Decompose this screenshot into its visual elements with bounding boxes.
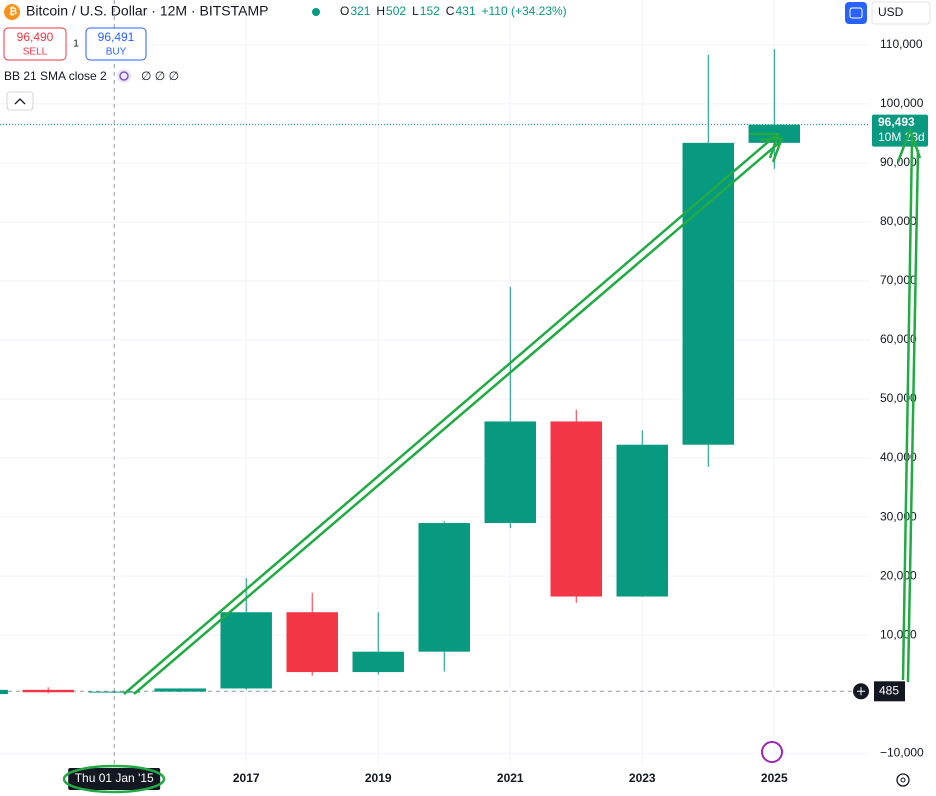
- x-tick-label: 2017: [233, 771, 260, 785]
- x-tick-label: 2023: [629, 771, 656, 785]
- y-tick-label: 100,000: [880, 96, 924, 110]
- crosshair-x-label: Thu 01 Jan '15: [75, 771, 154, 785]
- settings-icon[interactable]: [896, 773, 910, 787]
- currency-button[interactable]: [871, 1, 931, 25]
- indicator-icon[interactable]: [117, 69, 131, 83]
- currency: USD: [878, 5, 904, 19]
- candle-body: [550, 421, 603, 597]
- buy-button[interactable]: [85, 27, 147, 61]
- candle-body: [484, 421, 536, 524]
- candle-body: [286, 612, 338, 673]
- sell-button[interactable]: [3, 27, 67, 61]
- crosshair-y-box: [874, 681, 905, 702]
- ohlc-change: +110 (+34.23%): [482, 4, 567, 18]
- coin-glyph: ₿: [9, 6, 17, 18]
- coin-icon: [4, 4, 20, 20]
- arrow-head: [759, 136, 784, 163]
- candle-body: [352, 651, 404, 673]
- sell-label: SELL: [23, 47, 48, 58]
- arrow-line: [901, 139, 920, 683]
- price-axis: 110,000100,00090,00080,00070,00060,00050…: [233, 37, 924, 785]
- arrow-head: [750, 132, 780, 159]
- crosshair-x-box: [68, 768, 161, 790]
- candle-body: [220, 612, 272, 689]
- y-tick-label: 10,000: [880, 627, 917, 641]
- y-tick-label: 30,000: [880, 509, 917, 523]
- candle-body: [88, 691, 140, 693]
- ohlc-legend: O 321 H 502 L 152 C 431 +110 (+34.23%): [340, 4, 567, 18]
- snapshot-icon: [849, 7, 863, 19]
- x-tick-label: 2021: [497, 771, 524, 785]
- y-tick-label: 60,000: [880, 332, 917, 346]
- snapshot-button[interactable]: [845, 2, 867, 24]
- indicator-values: ∅ ∅ ∅: [141, 69, 179, 83]
- ohlc-key: C: [446, 4, 455, 18]
- ohlc-value: 321: [350, 4, 370, 18]
- arrow-head: [896, 128, 922, 163]
- y-tick-label: 50,000: [880, 391, 917, 405]
- ohlc-value: 152: [420, 4, 440, 18]
- candle-body: [154, 688, 206, 692]
- collapse-button[interactable]: [6, 91, 34, 111]
- candle-body: [616, 444, 669, 597]
- plot-area: [0, 0, 870, 765]
- indicator-name[interactable]: BB 21 SMA close 2: [4, 69, 107, 83]
- ohlc-key: H: [376, 4, 385, 18]
- price-label: 96,493: [878, 115, 915, 129]
- y-tick-label: 70,000: [880, 273, 917, 287]
- buy-price: 96,491: [98, 30, 135, 44]
- ohlc-value: 431: [455, 4, 475, 18]
- arrow-line: [123, 135, 781, 695]
- spread: 1: [73, 39, 79, 50]
- sell-price: 96,490: [17, 30, 54, 44]
- y-tick-label: 80,000: [880, 214, 917, 228]
- drawn-arrows: [62, 128, 922, 794]
- ohlc-key: O: [340, 4, 349, 18]
- candle-body: [22, 689, 74, 693]
- settings-icon-core: [900, 777, 906, 783]
- buy-label: BUY: [106, 47, 127, 58]
- market-status: [312, 8, 320, 16]
- crosshair-y-label: 485: [879, 683, 899, 697]
- ohlc-key: L: [412, 4, 419, 18]
- y-tick-label: 20,000: [880, 568, 917, 582]
- x-tick-label: 2019: [365, 771, 392, 785]
- symbol-title[interactable]: Bitcoin / U.S. Dollar · 12M · BITSTAMP: [26, 3, 268, 19]
- drawn-ellipse: [62, 764, 166, 794]
- events-icon[interactable]: [761, 741, 783, 763]
- candle-body: [418, 523, 470, 652]
- ohlc-value: 502: [386, 4, 406, 18]
- candle-body: [0, 689, 8, 695]
- indicator-icon-ring: [119, 71, 129, 81]
- y-tick-label: −10,000: [880, 745, 924, 759]
- countdown: 10M 23d: [878, 130, 925, 144]
- x-tick-label: 2025: [761, 771, 788, 785]
- add-alert-icon: [857, 687, 865, 696]
- collapse-icon: [14, 98, 26, 105]
- y-tick-label: 110,000: [880, 37, 923, 51]
